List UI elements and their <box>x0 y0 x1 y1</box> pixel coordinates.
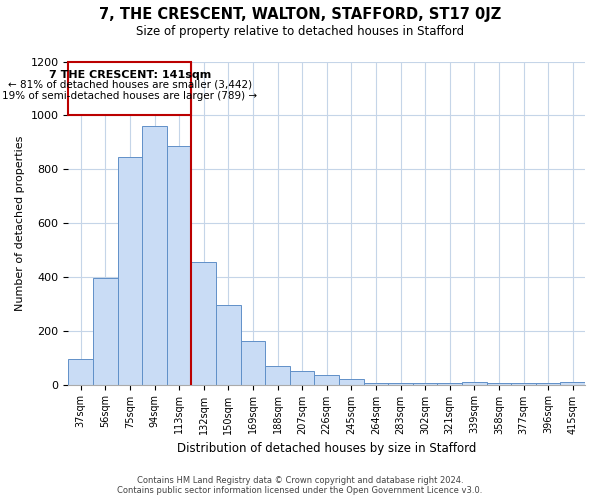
Bar <box>118 157 142 384</box>
Bar <box>290 371 314 384</box>
Bar <box>462 382 487 384</box>
X-axis label: Distribution of detached houses by size in Stafford: Distribution of detached houses by size … <box>177 442 476 455</box>
Bar <box>314 375 339 384</box>
Text: Contains HM Land Registry data © Crown copyright and database right 2024.
Contai: Contains HM Land Registry data © Crown c… <box>118 476 482 495</box>
Bar <box>68 359 93 384</box>
FancyBboxPatch shape <box>68 62 191 115</box>
Bar <box>511 383 536 384</box>
Bar <box>339 379 364 384</box>
Bar <box>560 382 585 384</box>
Text: ← 81% of detached houses are smaller (3,442): ← 81% of detached houses are smaller (3,… <box>8 80 252 90</box>
Bar <box>191 262 216 384</box>
Bar <box>167 146 191 384</box>
Bar <box>536 383 560 384</box>
Bar <box>241 342 265 384</box>
Bar <box>93 278 118 384</box>
Bar <box>388 383 413 384</box>
Bar <box>437 383 462 384</box>
Bar <box>216 305 241 384</box>
Bar <box>364 383 388 384</box>
Y-axis label: Number of detached properties: Number of detached properties <box>15 136 25 310</box>
Text: 7 THE CRESCENT: 141sqm: 7 THE CRESCENT: 141sqm <box>49 70 211 80</box>
Text: 7, THE CRESCENT, WALTON, STAFFORD, ST17 0JZ: 7, THE CRESCENT, WALTON, STAFFORD, ST17 … <box>99 8 501 22</box>
Text: 19% of semi-detached houses are larger (789) →: 19% of semi-detached houses are larger (… <box>2 90 257 101</box>
Bar <box>265 366 290 384</box>
Bar <box>487 383 511 384</box>
Bar <box>142 126 167 384</box>
Text: Size of property relative to detached houses in Stafford: Size of property relative to detached ho… <box>136 25 464 38</box>
Bar <box>413 383 437 384</box>
